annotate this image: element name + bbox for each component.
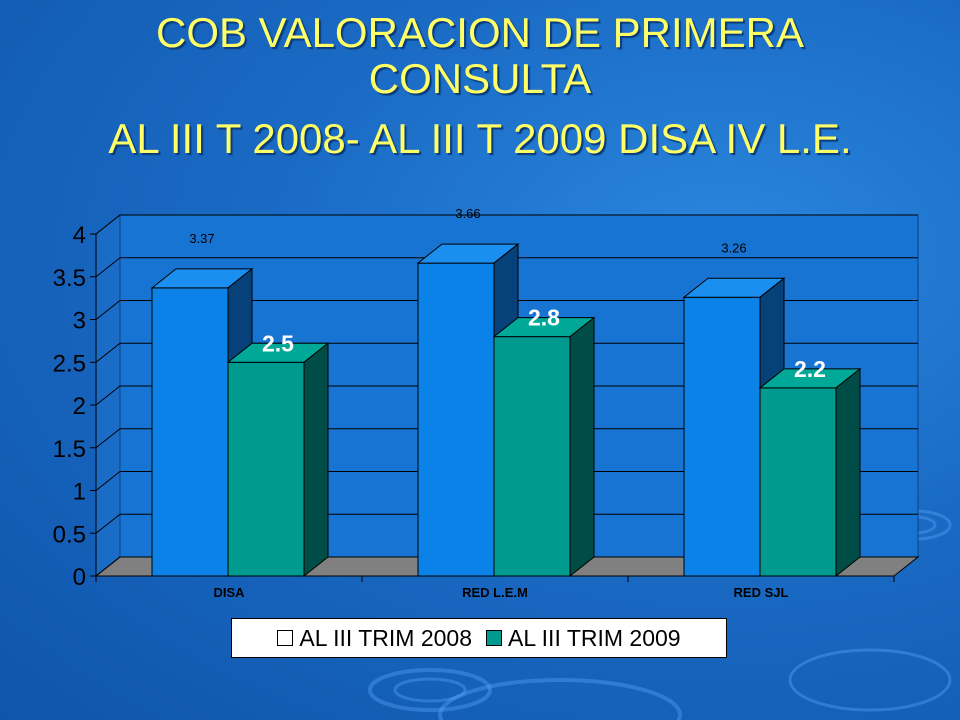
y-tick-label: 3.5 [53, 265, 86, 292]
bar-front [227, 361, 305, 577]
data-labels: 3.37 2.5 3.66 2.8 3.26 2.2 [189, 206, 826, 382]
data-label-2009: 2.5 [262, 330, 294, 356]
data-label-2009: 2.2 [794, 356, 826, 382]
gridline-side [95, 513, 121, 534]
bar-front [683, 296, 761, 577]
y-tick-label: 4 [73, 222, 86, 249]
legend: AL III TRIM 2008 AL III TRIM 2009 [231, 618, 727, 658]
data-label-2008: 3.66 [455, 206, 480, 221]
data-label-2008: 3.37 [189, 231, 214, 246]
legend-label-2008: AL III TRIM 2008 [299, 624, 472, 651]
bar-front [417, 262, 495, 577]
gridline-side [95, 385, 121, 406]
y-tick-label: 1 [73, 479, 86, 506]
bar-2009 [226, 342, 330, 578]
gridline-side [95, 342, 121, 363]
bar-front [493, 336, 571, 577]
gridline-side [95, 428, 121, 449]
y-tick-label: 1.5 [53, 436, 86, 463]
bar-side [835, 367, 861, 578]
bar-side [303, 342, 329, 578]
gridline-side [95, 300, 121, 320]
y-axis: 0 0.5 1 1.5 2 2.5 3 3.5 4 [53, 222, 97, 591]
y-tick-label: 2.5 [53, 350, 86, 377]
title-line-2: CONSULTA [368, 55, 592, 102]
title-line-3: AL III T 2008- AL III T 2009 DISA IV L.E… [108, 115, 852, 162]
legend-item-2009: AL III TRIM 2009 [486, 625, 681, 652]
x-axis: DISA RED L.E.M RED SJL [95, 575, 895, 600]
slide-title: COB VALORACION DE PRIMERA CONSULTA AL II… [0, 10, 960, 162]
data-label-2008: 3.26 [721, 240, 746, 255]
bars [150, 243, 862, 578]
legend-swatch-2008 [277, 630, 294, 646]
x-tick-label: RED L.E.M [462, 585, 528, 600]
gridline-side [95, 556, 121, 577]
y-tick-label: 0.5 [53, 521, 86, 548]
y-tick-label: 0 [73, 564, 86, 591]
legend-item-2008: AL III TRIM 2008 [277, 625, 472, 652]
bar-2009 [492, 316, 596, 578]
legend-swatch-2009 [486, 630, 502, 646]
bar-front [151, 287, 229, 577]
legend-label-2009: AL III TRIM 2009 [508, 624, 681, 651]
bar-front [759, 387, 837, 577]
bar-2009 [758, 367, 862, 578]
data-label-2009: 2.8 [528, 305, 560, 331]
x-tick-label: DISA [213, 585, 245, 600]
y-tick-label: 2 [73, 393, 86, 420]
title-line-1: COB VALORACION DE PRIMERA [155, 9, 804, 56]
bar-side [569, 316, 595, 578]
y-tick-label: 3 [73, 308, 86, 335]
x-tick-label: RED SJL [734, 585, 789, 600]
gridline-side [95, 257, 121, 278]
gridline-side [95, 471, 121, 491]
gridline-side [95, 214, 121, 235]
